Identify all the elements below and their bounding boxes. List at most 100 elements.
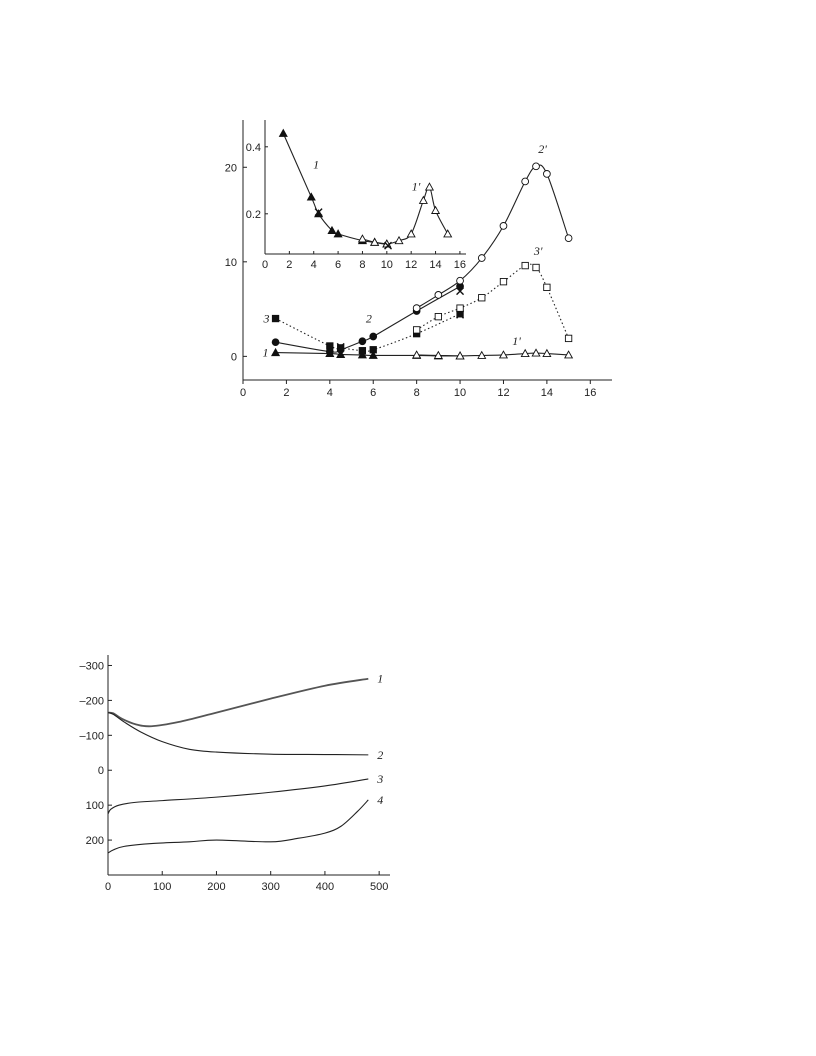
chart-1-series-0-point-4: [368, 350, 378, 359]
chart-1-series-1-point-8: [564, 350, 574, 359]
chart-2-x-tick-label-4: 400: [316, 881, 334, 893]
chart-1-series-1-point-5: [520, 348, 530, 358]
chart-1-series-4-point-3: [358, 347, 367, 355]
chart-1-series-0-point-0: [270, 347, 281, 357]
chart-1-series-5-point-7: [543, 283, 551, 291]
inset-series-label-1: 1': [412, 179, 421, 193]
inset-series-1-point-5: [418, 195, 428, 204]
chart-1-series-1-point-0: [412, 350, 422, 359]
inset-series-0-point-2: [314, 209, 324, 218]
chart-2-series-0-line: [107, 677, 369, 728]
chart-2-series-label-3: 4: [377, 793, 383, 807]
chart-1: 0 2 4 6 8 10 12 14 16 0 10 20 1 1' 2 2' 3 3' 0 2 4 6 8 10 12 14 16…: [225, 120, 612, 399]
chart-1-inset: 0 2 4 6 8 10 12 14 16 0.2 0.4 1 1': [246, 120, 466, 271]
inset-x-tick-label-3: 6: [335, 259, 341, 271]
chart-1-x-tick-label-6: 12: [497, 387, 509, 399]
chart-1-y-tick-label-2: 20: [225, 162, 237, 174]
inset-series-0-point-1: [306, 192, 316, 201]
inset-series-1-line: [362, 186, 449, 245]
chart-1-series-5-point-3: [478, 294, 486, 302]
chart-2-x-tick-label-1: 100: [153, 881, 171, 893]
chart-2-y-tick-label-2: –100: [80, 730, 104, 742]
chart-1-x-tick-label-8: 16: [584, 387, 596, 399]
inset-x-tick-label-6: 12: [405, 259, 417, 271]
chart-1-series-5-point-6: [532, 263, 540, 272]
chart-1-x-tick-label-4: 8: [414, 387, 420, 399]
chart-1-series-3-point-7: [543, 170, 551, 178]
chart-1-series-label-3: 2': [538, 142, 547, 156]
chart-1-series-5-point-1: [434, 313, 443, 321]
inset-series-1-point-8: [443, 229, 453, 238]
chart-1-series-3-point-5: [521, 177, 530, 186]
inset-series-label-0: 1: [313, 158, 319, 172]
chart-1-series-label-0: 1: [263, 346, 269, 360]
chart-2-series-label-2: 3: [376, 772, 383, 786]
chart-1-series-1-point-4: [498, 350, 509, 359]
chart-1-series-3-point-0: [412, 304, 421, 312]
chart-2-x-tick-label-3: 300: [262, 881, 280, 893]
chart-2-y-tick-label-3: 0: [98, 765, 104, 777]
chart-1-series-5-point-2: [456, 304, 464, 312]
inset-series-0-point-0: [278, 128, 288, 137]
chart-1-series-3-point-2: [456, 276, 464, 285]
inset-series-0: [278, 128, 392, 248]
inset-series-1-point-3: [394, 235, 404, 245]
inset-x-tick-label-5: 10: [381, 259, 393, 271]
chart-1-series-1-point-3: [477, 350, 487, 359]
chart-1-series-2-point-4: [369, 332, 378, 341]
chart-1-series-6: [336, 310, 465, 351]
chart-1-series-5-line: [416, 263, 570, 339]
inset-y-tick-label-1: 0.4: [246, 142, 261, 154]
inset-x-tick-label-1: 2: [286, 259, 292, 271]
chart-2-series-label-1: 2: [377, 748, 383, 762]
inset-series-2-point-1: [384, 241, 393, 250]
chart-1-series-3-point-3: [477, 254, 486, 262]
chart-2-series-3-line: [107, 799, 369, 854]
chart-1-y-tick-label-1: 10: [225, 257, 237, 269]
chart-2-series-2-line: [107, 778, 369, 815]
inset-x-tick-label-7: 14: [429, 259, 441, 271]
chart-1-series-3-point-1: [434, 291, 443, 299]
inset-x-tick-label-8: 16: [454, 259, 466, 271]
chart-2-y-tick-label-1: –200: [80, 695, 104, 707]
chart-2-series-0: [107, 677, 369, 728]
chart-1-x-tick-label-5: 10: [454, 387, 466, 399]
inset-y-tick-label-0: 0.2: [246, 209, 261, 221]
chart-1-series-6-point-1: [456, 310, 465, 319]
chart-1-series-3-point-4: [499, 222, 508, 230]
chart-1-series-4-point-0: [271, 314, 280, 323]
chart-1-series-7-point-0: [456, 287, 465, 296]
chart-1-series-1-point-7: [542, 348, 552, 358]
chart-2-series-label-0: 1: [377, 672, 383, 686]
chart-2-x-tick-label-0: 0: [105, 881, 111, 893]
chart-1-series-1-point-2: [455, 351, 465, 360]
inset-series-0-point-3: [327, 225, 337, 235]
chart-1-y-tick-label-0: 0: [231, 351, 237, 363]
chart-2-x-tick-label-2: 200: [207, 881, 225, 893]
chart-1-series-label-1: 1': [512, 334, 521, 348]
chart-1-series-7: [456, 287, 465, 296]
inset-series-1-point-0: [357, 234, 368, 243]
inset-x-tick-label-4: 8: [359, 259, 365, 271]
chart-1-series-5-point-0: [412, 326, 421, 334]
chart-2-series-1: [107, 712, 369, 756]
inset-series-2-point-0: [314, 208, 323, 217]
chart-1-x-tick-label-1: 2: [283, 387, 289, 399]
chart-1-series-3: [412, 162, 573, 312]
chart-1-x-tick-label-0: 0: [240, 387, 246, 399]
chart-1-series-1-point-6: [531, 348, 541, 357]
chart-1-series-3-point-8: [564, 234, 573, 243]
inset-series-1-point-6: [424, 182, 435, 191]
chart-2-y-tick-label-0: –300: [80, 660, 104, 672]
chart-2-y-tick-label-4: 100: [86, 800, 104, 812]
inset-series-2: [314, 208, 393, 250]
inset-series-1-point-7: [430, 205, 441, 214]
chart-1-series-label-2: 2: [366, 311, 372, 325]
chart-1-series-label-4: 3: [263, 312, 270, 326]
chart-1-series-2-point-3: [358, 337, 367, 346]
chart-1-series-4-point-4: [369, 346, 377, 354]
chart-1-series-5-point-8: [564, 334, 573, 343]
chart-2: 0 100 200 300 400 500 –300 –200 –100 0 100 200 1 2 3 4: [80, 655, 390, 893]
chart-1-x-tick-label-3: 6: [370, 387, 376, 399]
